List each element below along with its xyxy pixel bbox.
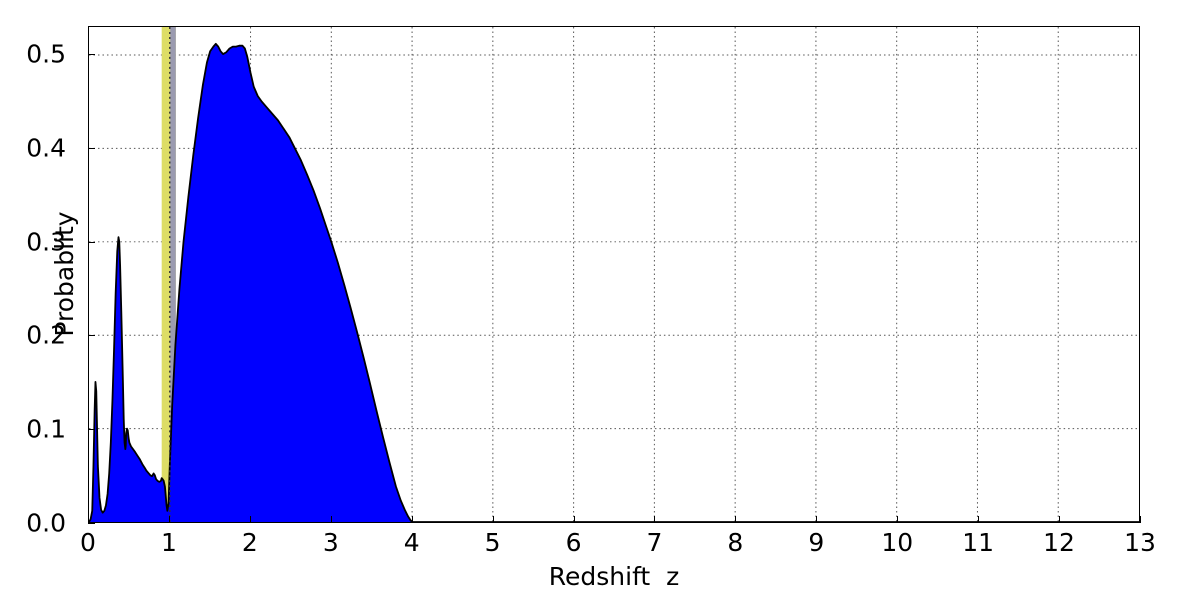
plot-area <box>88 26 1140 523</box>
x-tick-label: 13 <box>1124 528 1156 557</box>
y-axis-title: Probablity <box>50 211 80 337</box>
x-tick-mark <box>897 516 899 523</box>
x-tick-mark <box>654 516 656 523</box>
y-tick-label: 0.5 <box>26 39 66 69</box>
x-tick-mark <box>411 516 413 523</box>
x-tick-mark <box>1059 516 1061 523</box>
x-tick-label: 7 <box>646 528 663 557</box>
x-axis-title: Redshift z <box>548 562 680 591</box>
y-tick-label: 0.4 <box>26 133 66 163</box>
x-tick-label: 3 <box>322 528 339 557</box>
x-tick-mark <box>816 516 818 523</box>
pdf-area-series <box>89 42 1139 522</box>
y-tick-label: 0.1 <box>26 414 66 444</box>
x-tick-label: 12 <box>1043 528 1075 557</box>
x-tick-label: 4 <box>403 528 420 557</box>
x-tick-label: 5 <box>484 528 501 557</box>
spectroscopic-redshift-gray-band <box>170 27 176 522</box>
pdf-outline <box>89 42 1139 522</box>
x-tick-label: 1 <box>160 528 177 557</box>
x-tick-label: 9 <box>808 528 825 557</box>
chart-svg <box>89 27 1139 522</box>
y-tick-mark <box>88 523 95 524</box>
x-tick-mark <box>330 516 332 523</box>
x-tick-label: 8 <box>727 528 744 557</box>
x-tick-mark <box>735 516 737 523</box>
x-tick-mark <box>249 516 251 523</box>
x-tick-label: 2 <box>241 528 258 557</box>
x-tick-label: 0 <box>80 528 96 557</box>
y-tick-mark <box>88 335 95 337</box>
x-tick-mark <box>168 516 170 523</box>
y-tick-mark <box>88 429 95 431</box>
x-tick-label: 10 <box>881 528 914 557</box>
pdf-fill <box>89 43 1139 522</box>
x-tick-mark <box>1140 516 1141 523</box>
y-tick-mark <box>88 147 95 149</box>
y-tick-mark <box>88 241 95 243</box>
x-tick-mark <box>978 516 980 523</box>
x-tick-mark <box>573 516 575 523</box>
y-tick-label: 0.0 <box>26 508 66 538</box>
y-tick-label: 0.3 <box>26 227 66 257</box>
x-tick-mark <box>88 516 89 523</box>
x-tick-label: 6 <box>565 528 582 557</box>
y-tick-label: 0.2 <box>26 320 66 350</box>
y-tick-mark <box>88 54 95 56</box>
x-tick-mark <box>492 516 494 523</box>
x-tick-label: 11 <box>962 528 995 557</box>
